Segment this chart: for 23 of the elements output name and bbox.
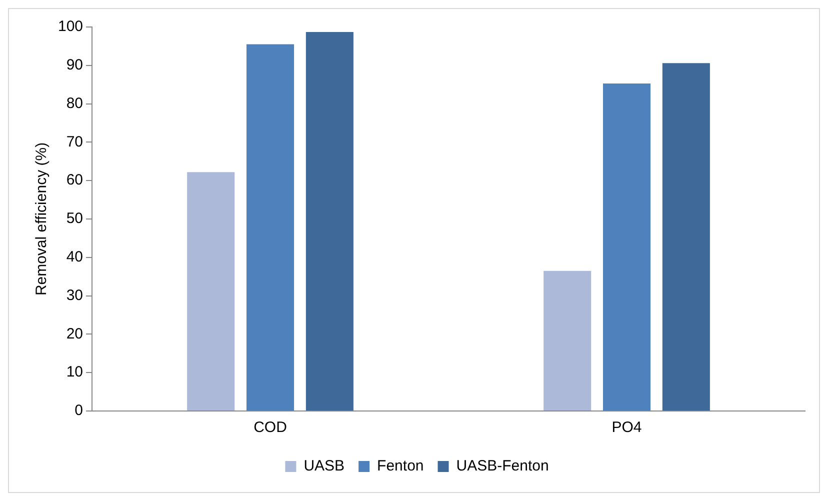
y-tick-label: 20 [66, 325, 84, 342]
bar [662, 63, 710, 410]
y-tick-label: 40 [66, 248, 84, 266]
y-tick-label: 100 [58, 18, 84, 36]
y-tick-label: 0 [74, 402, 84, 420]
y-tick-label: 70 [66, 133, 84, 150]
y-tick-label: 80 [66, 94, 84, 112]
x-tick-label: PO4 [612, 419, 642, 436]
legend-label: UASB [304, 458, 345, 475]
bar [544, 270, 592, 410]
y-tick-label: 60 [66, 172, 84, 189]
y-tick-label: 90 [66, 56, 84, 74]
bar [246, 44, 294, 410]
legend-label: Fenton [377, 458, 424, 475]
bar [602, 83, 651, 410]
y-axis-title: Removal efficiency (%) [33, 142, 50, 296]
y-tick-label: 30 [66, 286, 84, 304]
y-tick-label: 50 [66, 210, 84, 228]
bar [187, 172, 235, 410]
y-tick-label: 10 [66, 364, 84, 381]
legend-label: UASB-Fenton [456, 458, 549, 475]
bar [306, 32, 354, 410]
x-tick-label: COD [254, 419, 288, 436]
